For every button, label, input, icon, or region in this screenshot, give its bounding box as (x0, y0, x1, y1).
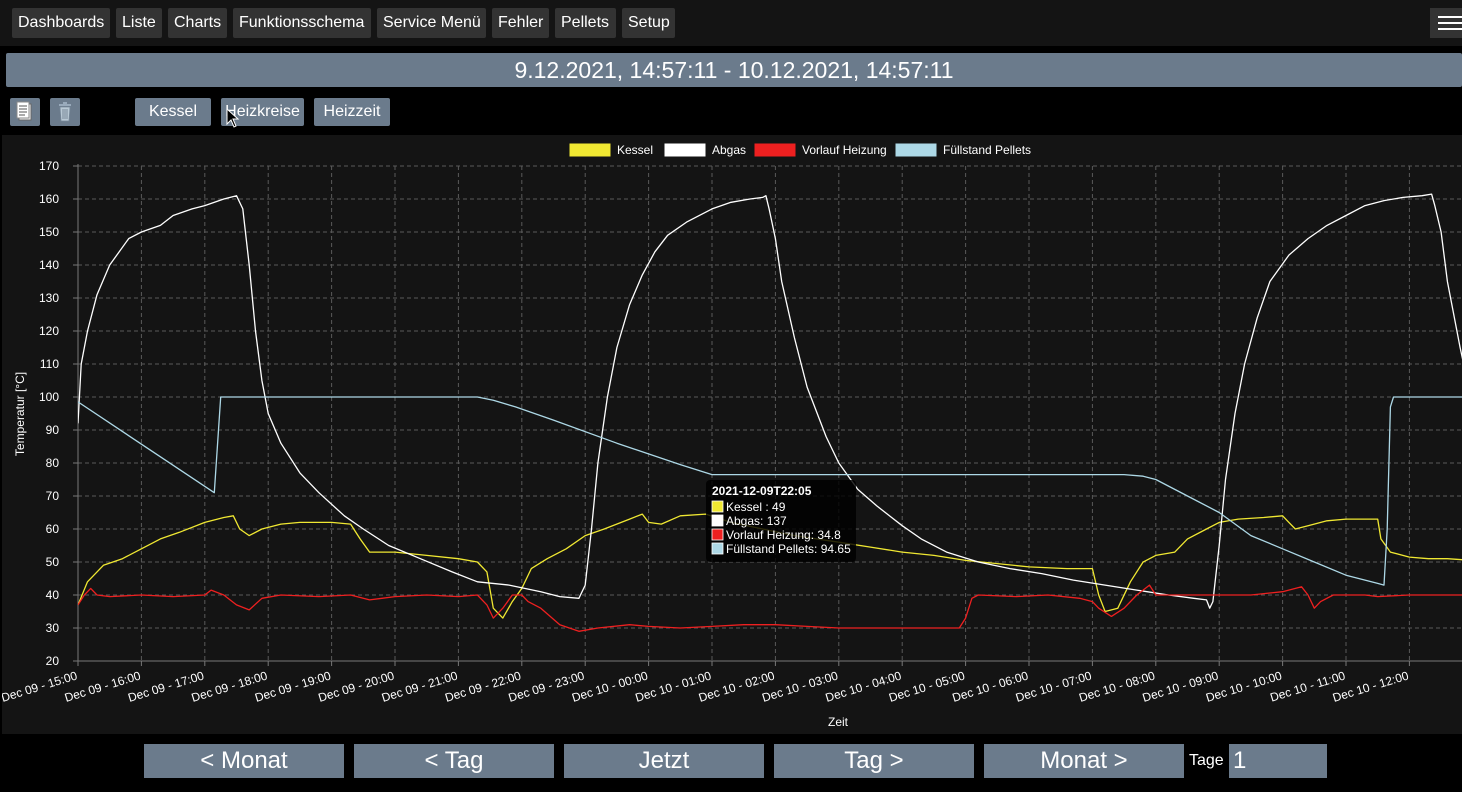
nav-liste[interactable]: Liste (116, 8, 162, 38)
y-tick-label: 150 (39, 225, 59, 239)
document-icon[interactable] (10, 98, 40, 126)
tooltip-swatch (711, 528, 724, 541)
tooltip-title: 2021-12-09T22:05 (712, 484, 812, 498)
tooltip-line: Füllstand Pellets: 94.65 (726, 542, 851, 556)
y-axis-title: Temperatur [°C] (13, 372, 27, 456)
tooltip-box (706, 480, 856, 562)
top-navigation: Dashboards Liste Charts Funktionsschema … (0, 0, 1462, 46)
nav-setup[interactable]: Setup (622, 8, 675, 38)
y-tick-label: 110 (40, 357, 59, 371)
legend-label: Vorlauf Heizung (802, 143, 887, 157)
series-line (78, 193, 1462, 609)
nav-charts[interactable]: Charts (168, 8, 227, 38)
series-group (78, 193, 1462, 632)
legend-swatch (664, 143, 706, 157)
y-tick-label: 40 (46, 588, 60, 602)
tooltip-line: Abgas: 137 (726, 514, 787, 528)
y-tick-label: 70 (46, 489, 60, 503)
nav-dashboards[interactable]: Dashboards (12, 8, 110, 38)
tooltip-swatch (711, 500, 724, 513)
legend-swatch (754, 143, 796, 157)
legend-swatch (895, 143, 937, 157)
tab-heizkreise[interactable]: Heizkreise (221, 98, 304, 126)
tooltip-swatch (711, 542, 724, 555)
tooltip-line: Vorlauf Heizung: 34.8 (726, 528, 841, 542)
tage-label: Tage (1189, 752, 1224, 769)
legend-label: Kessel (617, 143, 653, 157)
y-tick-label: 60 (46, 522, 60, 536)
next-month-button[interactable]: Monat > (984, 744, 1184, 778)
nav-pellets[interactable]: Pellets (555, 8, 616, 38)
nav-fehler[interactable]: Fehler (492, 8, 549, 38)
tab-kessel[interactable]: Kessel (135, 98, 211, 126)
nav-service-menu[interactable]: Service Menü (377, 8, 486, 38)
legend-label: Abgas (712, 143, 746, 157)
prev-day-button[interactable]: < Tag (354, 744, 554, 778)
y-tick-label: 50 (46, 555, 60, 569)
legend-label: Füllstand Pellets (943, 143, 1031, 157)
y-tick-label: 100 (39, 390, 59, 404)
series-line (78, 396, 1462, 586)
chart-panel: 20 30 40 50 60 70 80 90 100 110 120 130 140 150 160 170… (0, 135, 1462, 734)
tooltip-swatch (711, 514, 724, 527)
y-tick-label: 130 (39, 291, 59, 305)
next-day-button[interactable]: Tag > (774, 744, 974, 778)
y-tick-label: 30 (46, 621, 60, 635)
x-axis-title: Zeit (828, 715, 849, 729)
prev-month-button[interactable]: < Monat (144, 744, 344, 778)
tooltip-line: Kessel : 49 (726, 500, 786, 514)
temperature-chart[interactable]: 20 30 40 50 60 70 80 90 100 110 120 130 140 150 160 170… (0, 135, 1462, 734)
tage-input[interactable] (1229, 744, 1327, 778)
y-tick-label: 140 (39, 258, 59, 272)
tab-heizzeit[interactable]: Heizzeit (314, 98, 390, 126)
y-tick-label: 170 (39, 159, 59, 173)
legend-swatch (569, 143, 611, 157)
y-tick-label: 20 (46, 654, 60, 668)
trash-icon[interactable] (50, 98, 80, 126)
y-tick-label: 160 (39, 192, 59, 206)
series-line (78, 584, 1462, 632)
y-tick-label: 90 (46, 423, 60, 437)
now-button[interactable]: Jetzt (564, 744, 764, 778)
y-tick-label: 80 (46, 456, 60, 470)
y-tick-label: 120 (39, 324, 59, 338)
date-range-bar: 9.12.2021, 14:57:11 - 10.12.2021, 14:57:… (6, 53, 1462, 87)
mouse-cursor-icon (226, 108, 240, 128)
hamburger-menu-icon[interactable] (1430, 8, 1462, 38)
nav-funktionsschema[interactable]: Funktionsschema (233, 8, 371, 38)
